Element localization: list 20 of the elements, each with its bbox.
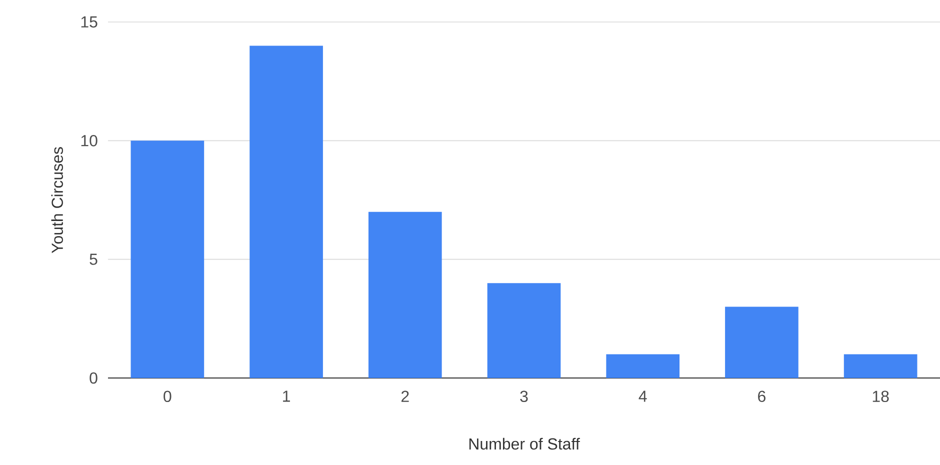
y-axis-title: Youth Circuses: [51, 147, 63, 254]
x-axis-title: Number of Staff: [469, 438, 580, 450]
y-tick-label: 0: [90, 372, 98, 384]
bar: [368, 212, 442, 378]
x-tick-label: 1: [283, 390, 290, 402]
bar: [725, 306, 798, 378]
x-tick-label: 2: [401, 390, 409, 402]
bar: [606, 354, 680, 378]
y-tick-label: 5: [90, 254, 98, 265]
y-tick-label: 10: [81, 135, 98, 146]
bar: [130, 140, 204, 378]
bar: [250, 46, 323, 378]
x-tick-label: 4: [638, 390, 647, 402]
x-tick-label: 18: [872, 390, 889, 402]
x-tick-label: 0: [164, 390, 172, 402]
bar: [487, 283, 561, 378]
y-tick-label: 15: [81, 16, 98, 28]
x-tick-label: 6: [758, 390, 766, 402]
bar: [844, 354, 918, 378]
x-tick-label: 3: [520, 390, 528, 402]
